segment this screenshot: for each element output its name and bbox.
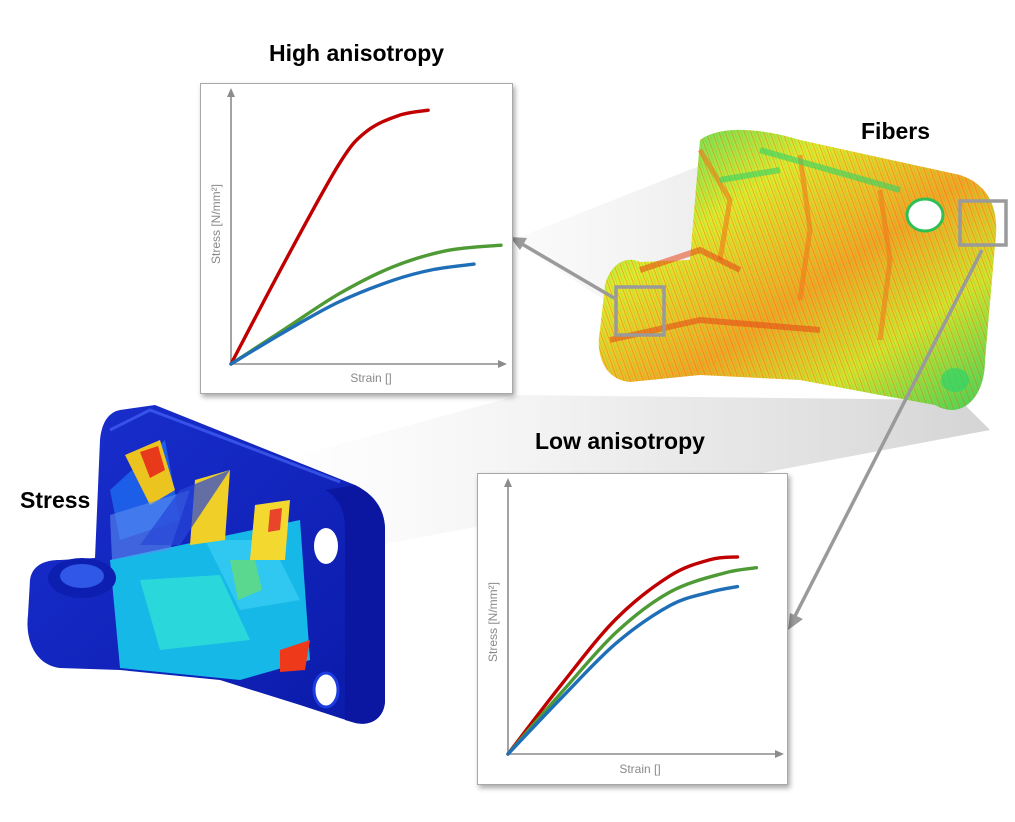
fibers-label: Fibers	[861, 118, 931, 144]
low-series-line-1	[506, 555, 740, 756]
high-chart-xlabel: Strain []	[350, 371, 391, 385]
low-anisotropy-chart-panel: Strain [] Stress [N/mm²]	[477, 473, 788, 785]
low-anisotropy-title: Low anisotropy	[535, 428, 705, 454]
high-chart-ylabel: Stress [N/mm²]	[209, 184, 223, 264]
high-anisotropy-chart-panel: Strain [] Stress [N/mm²]	[200, 83, 513, 394]
low-anisotropy-chart: Strain [] Stress [N/mm²]	[486, 478, 784, 776]
low-x-axis-arrowhead	[775, 750, 784, 758]
arrow-to-high-chart	[510, 237, 615, 300]
arrow-to-low-chart	[788, 249, 984, 630]
low-chart-ylabel: Stress [N/mm²]	[486, 582, 500, 662]
fiber-part-model	[598, 129, 997, 410]
low-series-line-3	[506, 584, 740, 756]
projection-cone-stress	[300, 395, 990, 545]
high-anisotropy-chart: Strain [] Stress [N/mm²]	[209, 88, 507, 385]
low-chart-xlabel: Strain []	[619, 762, 660, 776]
stress-label: Stress	[20, 487, 91, 513]
callout-box-low	[958, 199, 1008, 247]
high-series-line-2	[229, 243, 503, 366]
high-x-axis-arrowhead	[498, 360, 507, 368]
high-series-line-3	[229, 262, 476, 366]
stress-part-model	[27, 405, 386, 724]
low-y-axis-arrowhead	[504, 478, 512, 487]
low-series-line-2	[506, 566, 759, 756]
high-y-axis-arrowhead	[227, 88, 235, 97]
high-anisotropy-title: High anisotropy	[269, 40, 445, 66]
high-series-line-1	[229, 108, 430, 366]
callout-box-high	[614, 285, 666, 337]
